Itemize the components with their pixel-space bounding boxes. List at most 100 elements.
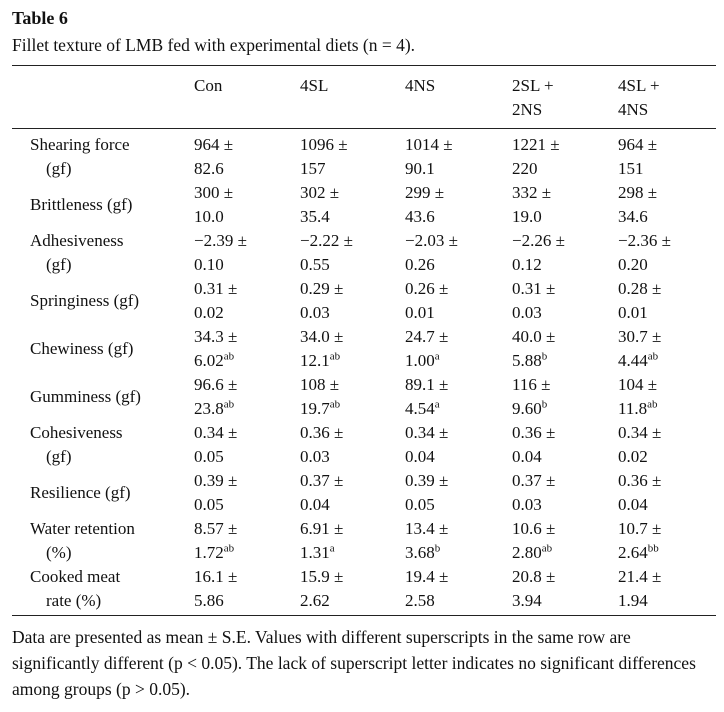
cell-mean: 89.1 ± [405,375,449,394]
row-label-line: Cohesiveness [30,423,123,442]
table-cell: 0.39 ± 0.05 [405,469,448,517]
table-row: Chewiness (gf) 34.3 ±6.02ab 34.0 ±12.1ab 24… [0,325,724,373]
row-label: Springiness (gf) [30,277,139,325]
cell-se-value: 0.10 [194,255,224,274]
table-cell: 0.34 ± 0.02 [618,421,661,469]
table-cell: −2.36 ± 0.20 [618,229,671,277]
cell-se: 0.03 [300,301,343,325]
cell-se-value: 4.44 [618,351,648,370]
cell-se: 0.12 [512,253,565,277]
cell-se-value: 220 [512,159,538,178]
cell-mean: 0.28 ± [618,279,662,298]
cell-se: 1.72ab [194,541,237,565]
table-cell: 96.6 ± 23.8ab [194,373,237,421]
cell-se-value: 2.64 [618,543,648,562]
table-cell: 0.37 ± 0.03 [512,469,555,517]
table-cell: 10.6 ± 2.80ab [512,517,555,565]
table-cell: 16.1 ± 5.86 [194,565,237,613]
table-cell: 0.36 ± 0.03 [300,421,343,469]
cell-mean: 8.57 ± [194,519,238,538]
cell-se: 35.4 [300,205,339,229]
cell-superscript: ab [647,350,659,363]
cell-mean: 0.34 ± [194,423,238,442]
row-label-line: Adhesiveness [30,231,124,250]
table-cell: 10.7 ± 2.64bb [618,517,661,565]
row-label-line: Water retention [30,519,135,538]
cell-mean: −2.36 ± [618,231,671,250]
cell-mean: 0.36 ± [512,423,556,442]
cell-se: 0.03 [512,301,555,325]
cell-se: 0.02 [194,301,237,325]
cell-mean: 20.8 ± [512,567,556,586]
cell-mean: 332 ± [512,183,552,202]
cell-se-value: 0.12 [512,255,542,274]
cell-mean: 0.26 ± [405,279,449,298]
cell-se: 0.04 [405,445,448,469]
cell-se: 4.44ab [618,349,661,373]
table-caption: Fillet texture of LMB fed with experimen… [12,35,416,55]
column-header: Con [194,74,222,98]
table-cell: 0.29 ± 0.03 [300,277,343,325]
cell-se: 6.02ab [194,349,237,373]
cell-mean: 96.6 ± [194,375,238,394]
cell-se: 4.54a [405,397,448,421]
table-footnote: Data are presented as mean ± S.E. Values… [12,627,696,699]
table-cell: 24.7 ± 1.00a [405,325,448,373]
table-row: Springiness (gf) 0.31 ± 0.02 0.29 ± 0.03 0.26… [0,277,724,325]
cell-superscript: a [329,542,335,555]
cell-se-value: 10.0 [194,207,224,226]
cell-mean: 299 ± [405,183,445,202]
column-header-line: 4SL + [618,76,660,95]
table-cell: 104 ± 11.8ab [618,373,658,421]
table-title: Table 6 [12,8,68,28]
row-label-line: (gf) [46,255,72,274]
row-label: Chewiness (gf) [30,325,133,373]
row-label-line: Shearing force [30,135,130,154]
cell-se-value: 5.86 [194,591,224,610]
cell-mean: 30.7 ± [618,327,662,346]
cell-se-value: 34.6 [618,207,648,226]
table-cell: 6.91 ± 1.31a [300,517,343,565]
cell-se: 2.64bb [618,541,661,565]
table-cell: 19.4 ± 2.58 [405,565,448,613]
cell-mean: 10.6 ± [512,519,556,538]
cell-se-value: 0.04 [405,447,435,466]
cell-superscript: ab [223,542,235,555]
table-row: Adhesiveness (gf) −2.39 ±0.10 −2.22 ±0.55 −2… [0,229,724,277]
table-cell: 332 ± 19.0 [512,181,551,229]
cell-se-value: 1.00 [405,351,435,370]
cell-se: 90.1 [405,157,453,181]
table-cell: 20.8 ± 3.94 [512,565,555,613]
cell-mean: 0.39 ± [194,471,238,490]
cell-se: 11.8ab [618,397,658,421]
row-label-line: (%) [46,543,72,562]
column-header-line: 2SL + [512,76,554,95]
cell-mean: 300 ± [194,183,234,202]
table-cell: 299 ± 43.6 [405,181,444,229]
table-row: Water retention (%) 8.57 ± 1.72ab 6.91 ±1.31… [0,517,724,565]
cell-se: 9.60b [512,397,550,421]
cell-mean: 0.37 ± [300,471,344,490]
table-row: Cooked meat rate (%) 16.1 ±5.86 15.9 ±2.62 1… [0,565,724,613]
cell-se: 3.94 [512,589,555,613]
table-cell: 116 ± 9.60b [512,373,550,421]
cell-se: 1.31a [300,541,343,565]
table-cell: 40.0 ± 5.88b [512,325,555,373]
cell-se: 2.62 [300,589,343,613]
cell-se: 10.0 [194,205,233,229]
cell-se-value: 2.58 [405,591,435,610]
cell-se: 2.58 [405,589,448,613]
cell-mean: 0.39 ± [405,471,449,490]
cell-mean: 40.0 ± [512,327,556,346]
cell-mean: 0.31 ± [512,279,556,298]
cell-superscript: b [434,542,441,555]
cell-se-value: 11.8 [618,399,648,418]
cell-mean: 0.34 ± [618,423,662,442]
cell-superscript: b [541,398,548,411]
cell-se-value: 1.94 [618,591,648,610]
table-cell: 964 ± 82.6 [194,133,233,181]
cell-superscript: ab [541,542,553,555]
cell-se: 0.03 [512,493,555,517]
cell-se-value: 0.02 [194,303,224,322]
cell-se: 0.05 [194,445,237,469]
